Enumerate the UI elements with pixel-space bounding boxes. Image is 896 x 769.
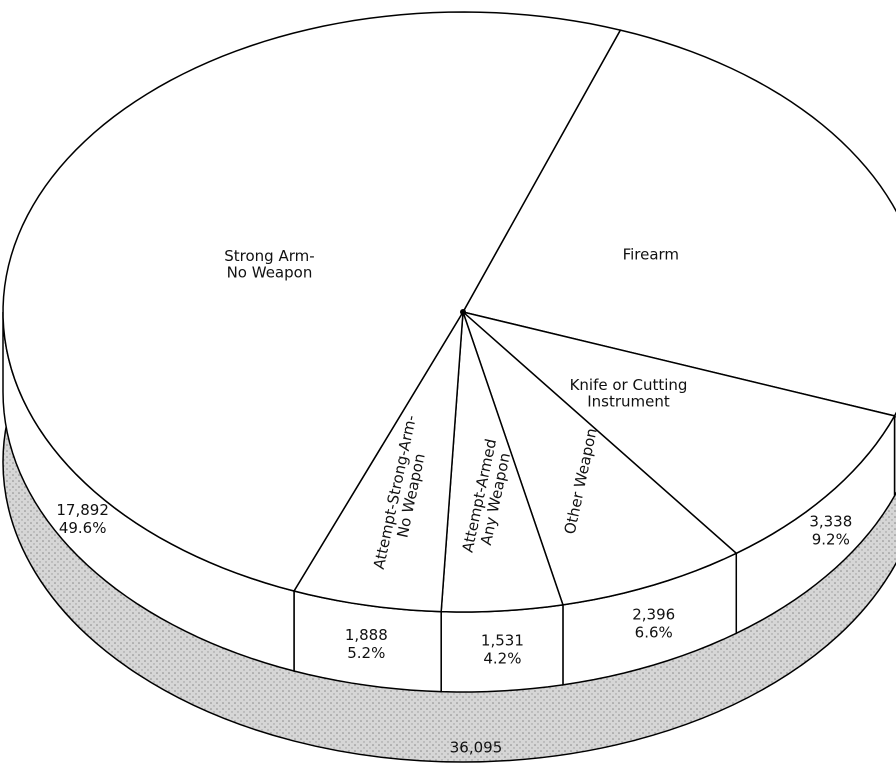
value-label: 3,338 (809, 513, 852, 531)
value-label: 2,396 (632, 605, 675, 623)
value-label: 1,531 (481, 631, 524, 649)
percent-label: 6.6% (635, 623, 673, 641)
category-label: Firearm (623, 246, 679, 264)
pie-slice (2, 11, 622, 592)
percent-label: 9.2% (812, 531, 850, 549)
pie-slice (462, 311, 896, 555)
category-label: Knife or Cutting Instrument (570, 375, 688, 410)
percent-label: 4.2% (483, 649, 521, 667)
pie-slice (292, 311, 464, 613)
percent-label: 5.2% (347, 644, 385, 662)
percent-label: 49.6% (59, 519, 107, 537)
pie-center (460, 309, 466, 315)
value-label: 17,892 (56, 501, 109, 519)
total-label: 36,095 (450, 739, 503, 757)
pie-slice (461, 309, 738, 606)
pie-slice (461, 29, 896, 417)
pie-slice (440, 311, 564, 613)
value-label: 1,888 (345, 626, 388, 644)
category-label: Strong Arm-No Weapon (224, 246, 314, 281)
